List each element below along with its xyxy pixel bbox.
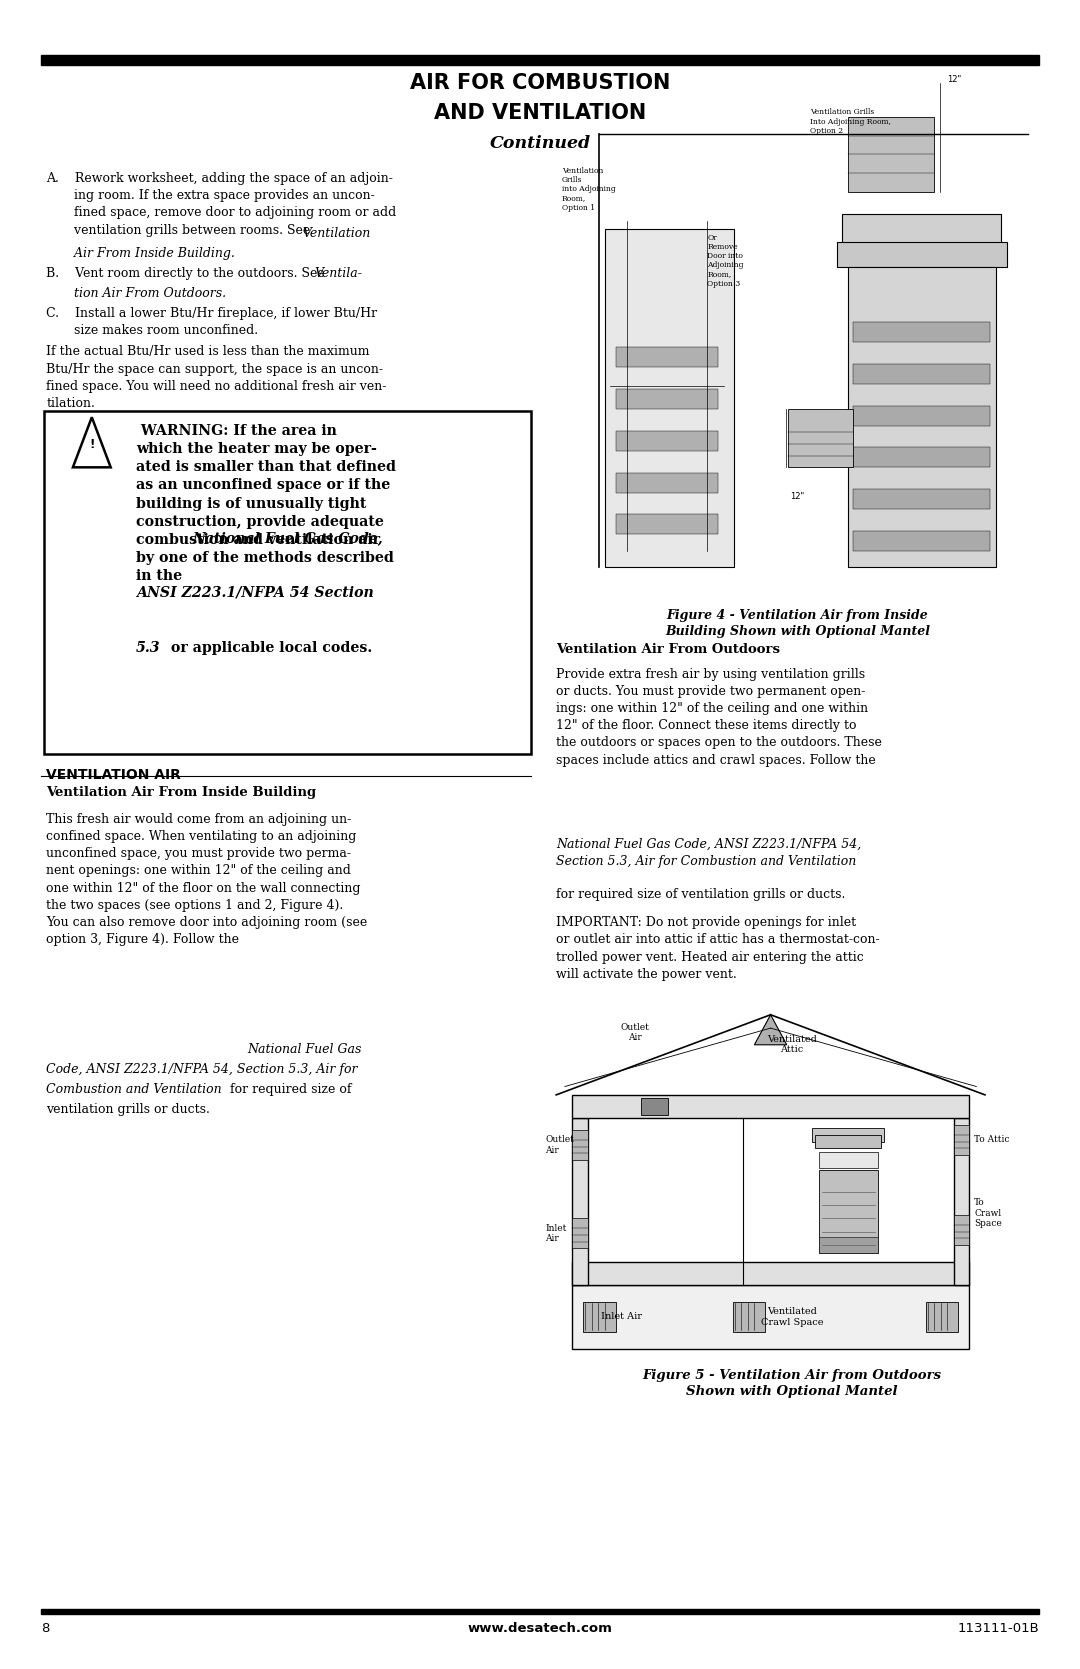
Text: Provide extra fresh air by using ventilation grills
or ducts. You must provide t: Provide extra fresh air by using ventila… — [556, 668, 882, 784]
Text: WARNING: If the area in
which the heater may be oper-
ated is smaller than that : WARNING: If the area in which the heater… — [136, 424, 396, 584]
Bar — [853, 531, 990, 551]
Bar — [732, 1302, 765, 1332]
Bar — [812, 1128, 885, 1142]
Bar — [853, 322, 990, 342]
Text: National Fuel Gas Code, ANSI Z223.1/NFPA 54,
Section 5.3, Air for Combustion and: National Fuel Gas Code, ANSI Z223.1/NFPA… — [556, 838, 862, 868]
Bar — [572, 1095, 969, 1118]
Text: If the actual Btu/Hr used is less than the maximum
Btu/Hr the space can support,: If the actual Btu/Hr used is less than t… — [46, 345, 387, 411]
Bar — [572, 1262, 969, 1285]
Bar — [616, 472, 718, 492]
Text: for required size of ventilation grills or ducts.: for required size of ventilation grills … — [556, 888, 846, 901]
Text: To Attic: To Attic — [974, 1135, 1010, 1145]
Bar — [572, 1218, 588, 1248]
Text: Code, ANSI Z223.1/NFPA 54, Section 5.3, Air for: Code, ANSI Z223.1/NFPA 54, Section 5.3, … — [46, 1063, 357, 1077]
Bar — [954, 1215, 969, 1245]
Bar — [853, 364, 990, 384]
Text: 12": 12" — [947, 75, 961, 83]
Text: Inlet Air: Inlet Air — [600, 1312, 642, 1322]
Text: Inlet
Air: Inlet Air — [545, 1223, 567, 1243]
Text: !: ! — [90, 439, 94, 451]
Bar — [842, 214, 1001, 250]
Text: or applicable local codes.: or applicable local codes. — [166, 641, 373, 654]
Text: Ventilation: Ventilation — [302, 227, 370, 240]
Text: Figure 5 - Ventilation Air from Outdoors
Shown with Optional Mantel: Figure 5 - Ventilation Air from Outdoors… — [643, 1369, 942, 1397]
Text: Ventila-: Ventila- — [314, 267, 362, 280]
Text: VENTILATION AIR: VENTILATION AIR — [46, 768, 181, 781]
Text: Figure 4 - Ventilation Air from Inside
Building Shown with Optional Mantel: Figure 4 - Ventilation Air from Inside B… — [665, 609, 930, 638]
Bar — [583, 1302, 616, 1332]
Text: C.    Install a lower Btu/Hr fireplace, if lower Btu/Hr
       size makes room u: C. Install a lower Btu/Hr fireplace, if … — [46, 307, 378, 337]
Bar — [556, 67, 1039, 601]
Text: Ventilation Air From Outdoors: Ventilation Air From Outdoors — [556, 643, 780, 656]
Bar — [815, 1135, 881, 1148]
Text: AND VENTILATION: AND VENTILATION — [434, 103, 646, 124]
Text: Outlet
Air: Outlet Air — [621, 1023, 649, 1043]
Bar — [41, 1609, 1039, 1614]
Text: Outlet
Air: Outlet Air — [545, 1135, 575, 1155]
Text: B.    Vent room directly to the outdoors. See: B. Vent room directly to the outdoors. S… — [46, 267, 329, 280]
Text: IMPORTANT: Do not provide openings for inlet
or outlet air into attic if attic h: IMPORTANT: Do not provide openings for i… — [556, 916, 880, 981]
Bar — [837, 242, 1007, 267]
Bar — [41, 55, 1039, 65]
Text: Ventilation Grills
Into Adjoining Room,
Option 2: Ventilation Grills Into Adjoining Room, … — [810, 108, 891, 135]
Bar — [819, 1152, 878, 1168]
Bar — [44, 411, 531, 754]
Bar — [926, 1302, 958, 1332]
Bar — [616, 514, 718, 534]
Bar — [572, 1285, 969, 1349]
Bar — [819, 1170, 878, 1253]
Bar — [819, 1237, 878, 1253]
Bar — [848, 267, 996, 567]
Text: This fresh air would come from an adjoining un-
confined space. When ventilating: This fresh air would come from an adjoin… — [46, 813, 367, 946]
Bar — [616, 347, 718, 367]
Bar — [954, 1118, 969, 1285]
Text: Combustion and Ventilation: Combustion and Ventilation — [46, 1083, 222, 1097]
Text: www.desatech.com: www.desatech.com — [468, 1622, 612, 1636]
Text: 8: 8 — [41, 1622, 50, 1636]
Bar — [853, 447, 990, 467]
Text: Air From Inside Building.: Air From Inside Building. — [46, 247, 235, 260]
Text: 113111-01B: 113111-01B — [957, 1622, 1039, 1636]
Bar — [788, 409, 853, 467]
Text: ventilation grills or ducts.: ventilation grills or ducts. — [46, 1103, 211, 1117]
Bar — [605, 229, 734, 567]
Bar — [640, 1098, 667, 1115]
Text: 12": 12" — [791, 492, 805, 501]
Text: Ventilated
Crawl Space: Ventilated Crawl Space — [761, 1307, 823, 1327]
Bar — [616, 431, 718, 451]
Polygon shape — [754, 1015, 787, 1045]
Text: Ventilation
Grills
into Adjoining
Room,
Option 1: Ventilation Grills into Adjoining Room, … — [562, 167, 616, 212]
Bar — [616, 389, 718, 409]
Bar — [848, 117, 934, 192]
Text: National Fuel Gas: National Fuel Gas — [247, 1043, 362, 1056]
Text: Ventilated
Attic: Ventilated Attic — [767, 1035, 818, 1055]
Bar — [572, 1130, 588, 1160]
Bar — [572, 1118, 588, 1285]
Text: 5.3: 5.3 — [136, 641, 161, 654]
Text: Or
Remove
Door into
Adjoining
Room,
Option 3: Or Remove Door into Adjoining Room, Opti… — [707, 234, 744, 287]
Bar — [853, 489, 990, 509]
Text: for required size of: for required size of — [226, 1083, 351, 1097]
Bar — [853, 406, 990, 426]
Text: Ventilation Air From Inside Building: Ventilation Air From Inside Building — [46, 786, 316, 799]
Text: tion Air From Outdoors.: tion Air From Outdoors. — [46, 287, 227, 300]
Bar — [954, 1125, 969, 1155]
Text: To
Crawl
Space: To Crawl Space — [974, 1198, 1002, 1228]
Text: AIR FOR COMBUSTION: AIR FOR COMBUSTION — [409, 73, 671, 93]
Text: A.    Rework worksheet, adding the space of an adjoin-
       ing room. If the e: A. Rework worksheet, adding the space of… — [46, 172, 396, 237]
Text: ANSI Z223.1/NFPA 54 Section: ANSI Z223.1/NFPA 54 Section — [136, 586, 374, 599]
Text: Continued: Continued — [489, 135, 591, 152]
Text: National Fuel Gas Code,: National Fuel Gas Code, — [192, 531, 383, 544]
